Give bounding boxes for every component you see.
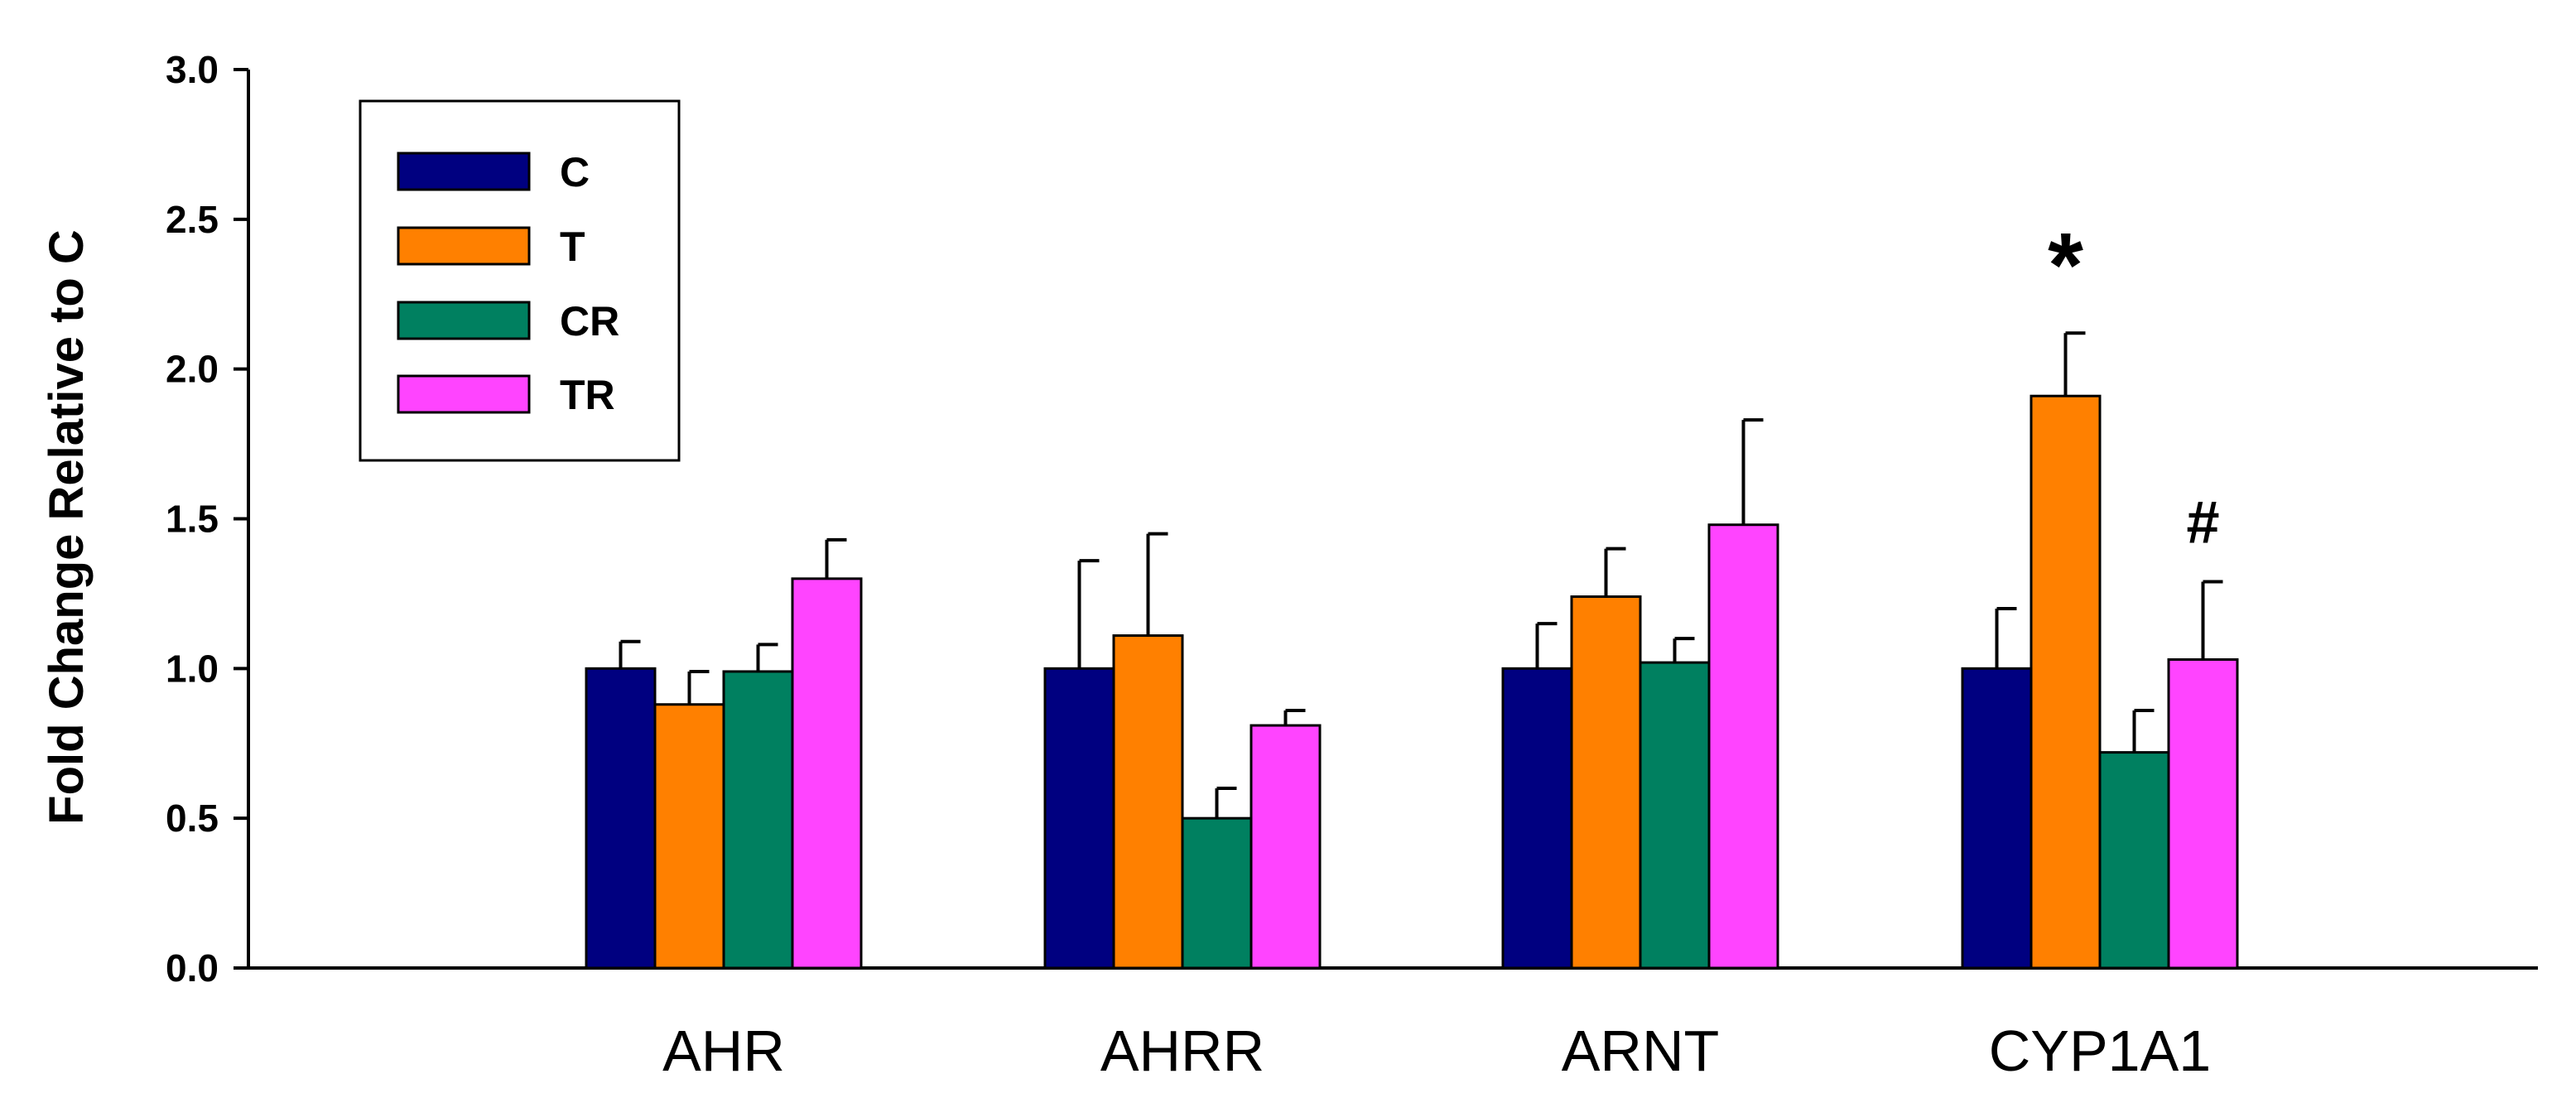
x-tick-label: ARNT (1562, 1019, 1720, 1083)
bar (585, 667, 657, 970)
bar (1639, 661, 1711, 970)
legend-label-cr: CR (560, 298, 619, 344)
significance-star: * (2048, 214, 2083, 316)
error-bars-layer (619, 331, 2223, 819)
legend: CT CR TR (359, 99, 681, 462)
bar (2098, 751, 2170, 970)
x-tick-label: AHRR (1100, 1019, 1264, 1083)
bar (1181, 816, 1253, 970)
annotations-layer: *# (2048, 214, 2219, 556)
y-tick-label: 0.0 (166, 946, 219, 990)
bar (2030, 394, 2102, 970)
y-axis-label: Fold Change Relative to C (40, 229, 94, 825)
bar (791, 577, 863, 970)
y-tick-label: 3.0 (166, 48, 219, 91)
bar (1112, 634, 1184, 970)
bars-layer (585, 394, 2239, 970)
bar (1501, 667, 1573, 970)
y-tick-label: 1.5 (166, 498, 219, 541)
x-tick-label: AHR (662, 1019, 785, 1083)
legend-label-t: T (560, 224, 585, 270)
significance-hash: # (2186, 490, 2219, 556)
axes-layer: 0.0 0.5 1.0 1.5 2.0 2.5 3.0 Fold Change Relativ… (40, 48, 2538, 1083)
legend-swatch-tr (397, 374, 531, 414)
y-tick-label: 2.0 (166, 348, 219, 391)
legend-label-c: C (560, 149, 590, 195)
x-tick-label: CYP1A1 (1989, 1019, 2211, 1083)
bar (653, 703, 725, 970)
bar (2167, 657, 2239, 970)
bar (1249, 724, 1322, 970)
bar (1570, 595, 1642, 970)
legend-label-tr: TR (560, 372, 615, 418)
bar (1961, 667, 2033, 970)
legend-swatch-cr (397, 301, 531, 340)
y-tick-label: 0.5 (166, 797, 219, 840)
bar (1043, 667, 1115, 970)
y-tick-label: 1.0 (166, 647, 219, 690)
bar (722, 670, 794, 970)
bar (1707, 523, 1779, 970)
legend-swatch-c (397, 152, 531, 191)
legend-swatch-t (397, 226, 531, 266)
y-tick-label: 2.5 (166, 198, 219, 241)
